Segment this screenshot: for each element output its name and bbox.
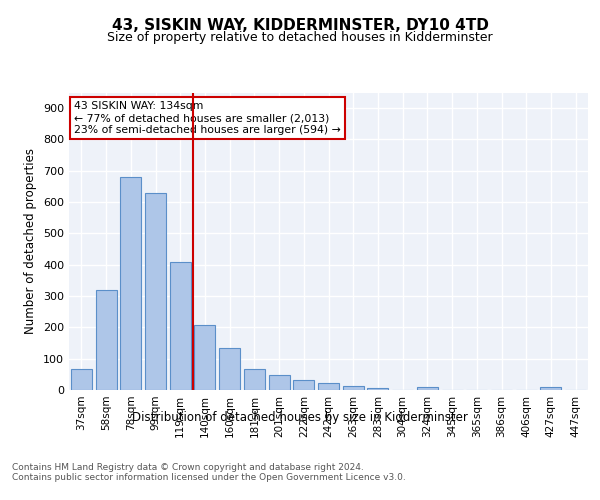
Bar (219, 348, 240, 390)
Bar (71, 369, 92, 390)
Text: Distribution of detached houses by size in Kidderminster: Distribution of detached houses by size … (132, 411, 468, 424)
Bar (541, 388, 562, 390)
Bar (367, 388, 388, 390)
Bar (194, 325, 215, 390)
Text: Size of property relative to detached houses in Kidderminster: Size of property relative to detached ho… (107, 31, 493, 44)
Y-axis label: Number of detached properties: Number of detached properties (25, 148, 37, 334)
Bar (95, 290, 116, 390)
Bar (293, 380, 314, 390)
Bar (343, 386, 364, 390)
Text: 43, SISKIN WAY, KIDDERMINSTER, DY10 4TD: 43, SISKIN WAY, KIDDERMINSTER, DY10 4TD (112, 18, 488, 32)
Bar (120, 177, 141, 390)
Bar (318, 383, 339, 390)
Bar (269, 375, 290, 390)
Bar (417, 388, 438, 390)
Bar (170, 262, 191, 390)
Bar (145, 192, 166, 390)
Text: 43 SISKIN WAY: 134sqm
← 77% of detached houses are smaller (2,013)
23% of semi-d: 43 SISKIN WAY: 134sqm ← 77% of detached … (74, 102, 341, 134)
Text: Contains HM Land Registry data © Crown copyright and database right 2024.
Contai: Contains HM Land Registry data © Crown c… (12, 462, 406, 482)
Bar (244, 368, 265, 390)
